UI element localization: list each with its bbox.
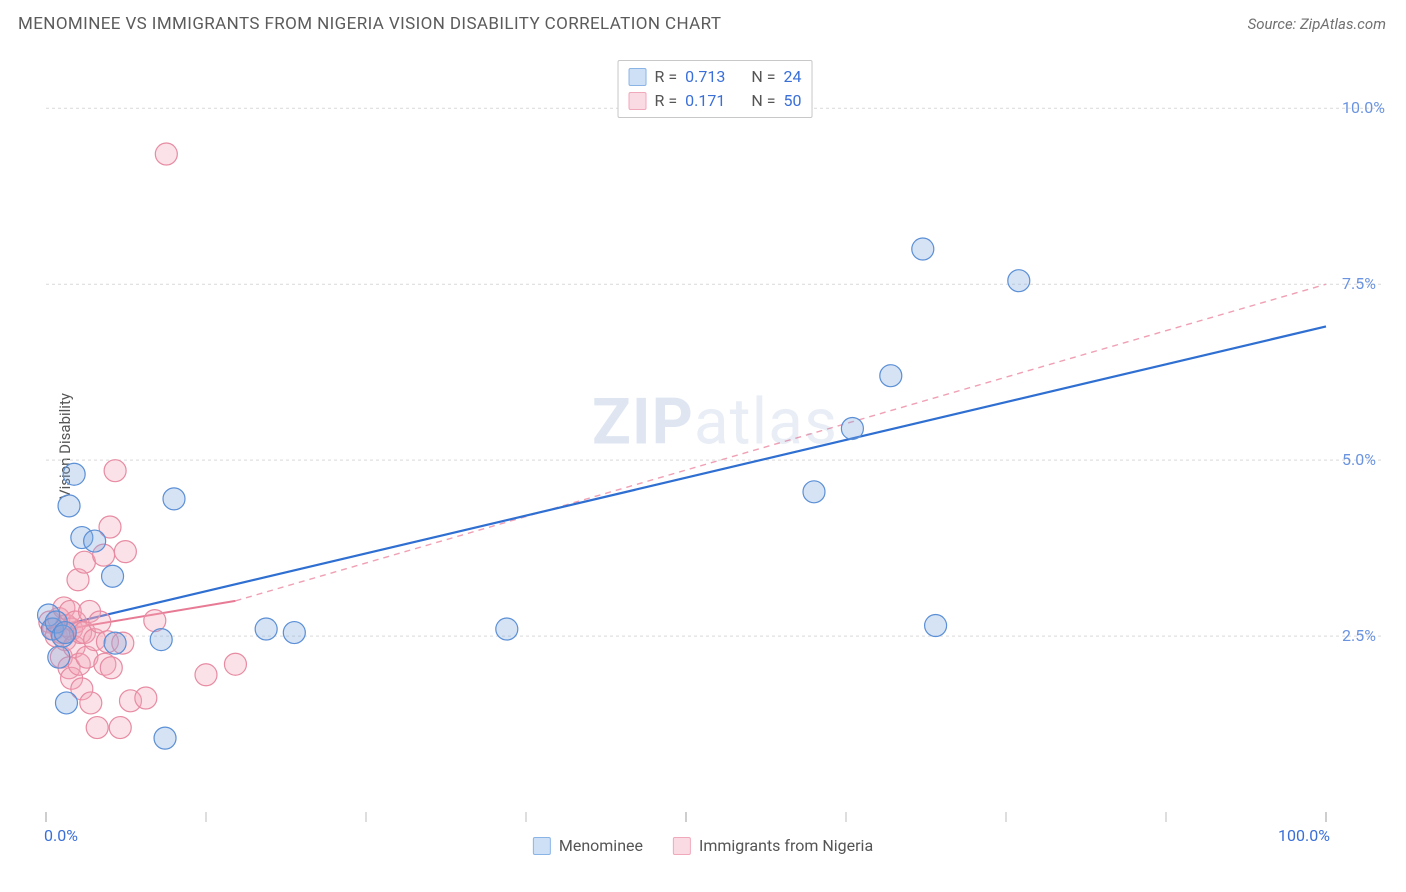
legend-label-menominee: Menominee bbox=[559, 836, 643, 855]
y-tick-label: 7.5% bbox=[1342, 274, 1376, 293]
legend-row-nigeria: R = 0.171 N = 50 bbox=[629, 89, 802, 113]
swatch-nigeria bbox=[629, 92, 647, 110]
n-label: N = bbox=[751, 89, 775, 113]
y-tick-label: 5.0% bbox=[1342, 450, 1376, 469]
y-tick-label: 2.5% bbox=[1342, 626, 1376, 645]
swatch-menominee bbox=[629, 68, 647, 86]
n-value-nigeria: 50 bbox=[783, 89, 801, 113]
legend-item-nigeria: Immigrants from Nigeria bbox=[673, 836, 873, 855]
r-label: R = bbox=[655, 89, 678, 113]
chart-frame: R = 0.713 N = 24 R = 0.171 N = 50 ZIPatl… bbox=[46, 52, 1384, 822]
swatch-menominee bbox=[533, 837, 551, 855]
n-label: N = bbox=[751, 65, 775, 89]
r-value-menominee: 0.713 bbox=[685, 65, 725, 89]
legend-item-menominee: Menominee bbox=[533, 836, 643, 855]
series-legend: Menominee Immigrants from Nigeria bbox=[533, 836, 873, 855]
chart-title: MENOMINEE VS IMMIGRANTS FROM NIGERIA VIS… bbox=[18, 14, 721, 34]
x-tick-label: 100.0% bbox=[1278, 826, 1330, 845]
legend-row-menominee: R = 0.713 N = 24 bbox=[629, 65, 802, 89]
correlation-legend: R = 0.713 N = 24 R = 0.171 N = 50 bbox=[618, 60, 813, 118]
x-tick-label: 0.0% bbox=[44, 826, 78, 845]
n-value-menominee: 24 bbox=[783, 65, 801, 89]
scatter-plot bbox=[46, 52, 1384, 822]
r-value-nigeria: 0.171 bbox=[685, 89, 725, 113]
legend-label-nigeria: Immigrants from Nigeria bbox=[699, 836, 873, 855]
chart-header: MENOMINEE VS IMMIGRANTS FROM NIGERIA VIS… bbox=[0, 0, 1406, 38]
y-tick-label: 10.0% bbox=[1342, 98, 1385, 117]
source-label: Source: ZipAtlas.com bbox=[1248, 15, 1386, 33]
r-label: R = bbox=[655, 65, 678, 89]
swatch-nigeria bbox=[673, 837, 691, 855]
